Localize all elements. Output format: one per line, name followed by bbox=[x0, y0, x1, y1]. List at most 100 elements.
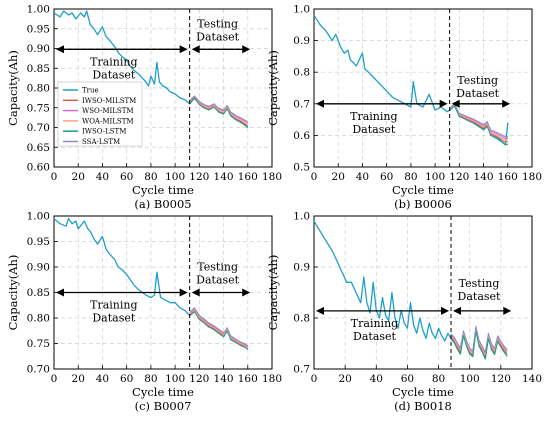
testing-arrow-head-left bbox=[453, 306, 462, 315]
testing-label-line1: Testing bbox=[457, 74, 498, 87]
y-tick-label: 0.7 bbox=[293, 364, 310, 376]
x-tick-label: 180 bbox=[522, 171, 542, 183]
series-line-woa-milstm bbox=[189, 309, 249, 349]
chart-panel-3: 0 20 40 60 80 100 120 140 160 180 0.70 0.75 0.80 0.85… bbox=[6, 211, 282, 414]
testing-arrow-head-left bbox=[191, 45, 200, 54]
x-tick-label: 100 bbox=[460, 373, 480, 385]
x-tick-label: 80 bbox=[144, 373, 157, 385]
chart-panel-2: 0 20 40 60 80 100 120 140 160 180 0.5 0.6 0.7 0.8 0.9 1… bbox=[266, 4, 542, 212]
x-tick-label: 160 bbox=[498, 171, 518, 183]
y-tick-label: 1.00 bbox=[27, 4, 50, 16]
series-line-wso-milstm bbox=[449, 103, 508, 140]
testing-arrow-head-right bbox=[503, 306, 512, 315]
plot-frame bbox=[313, 215, 533, 370]
training-label-line2: Dataset bbox=[352, 123, 396, 136]
y-tick-label: 0.6 bbox=[293, 130, 310, 142]
x-tick-label: 160 bbox=[238, 373, 258, 385]
training-arrow-head-left bbox=[56, 45, 64, 54]
panel-caption: (b) B0006 bbox=[394, 197, 452, 211]
training-label-line1: Training bbox=[351, 317, 398, 330]
testing-label-line1: Testing bbox=[197, 17, 238, 30]
training-arrow-head-right bbox=[441, 306, 450, 315]
series-line-woa-milstm bbox=[449, 104, 508, 141]
x-tick-label: 80 bbox=[432, 373, 445, 385]
y-tick-label: 0.60 bbox=[27, 162, 50, 174]
y-tick-label: 0.75 bbox=[27, 338, 50, 350]
training-arrow-head-right bbox=[439, 99, 448, 108]
x-tick-label: 0 bbox=[51, 171, 58, 183]
x-tick-label: 80 bbox=[404, 171, 417, 183]
y-tick-label: 1.0 bbox=[293, 211, 310, 223]
legend-label: WSO-MILSTM bbox=[82, 107, 134, 115]
testing-arrow-head-right bbox=[242, 45, 251, 54]
x-axis-label: Cycle time bbox=[392, 183, 454, 197]
training-label-line2: Dataset bbox=[92, 312, 136, 325]
y-tick-label: 0.95 bbox=[27, 236, 50, 248]
series-line-iwso-lstm bbox=[449, 105, 508, 146]
x-tick-label: 40 bbox=[96, 171, 109, 183]
x-tick-label: 40 bbox=[96, 373, 109, 385]
x-tick-label: 20 bbox=[332, 171, 345, 183]
x-tick-label: 60 bbox=[380, 171, 393, 183]
x-tick-label: 0 bbox=[51, 373, 58, 385]
x-tick-label: 20 bbox=[338, 373, 351, 385]
training-label-line1: Training bbox=[90, 55, 137, 68]
y-tick-label: 0.90 bbox=[27, 43, 50, 55]
x-tick-label: 20 bbox=[72, 373, 85, 385]
chart-panel-4: 0 20 40 60 80 100 120 140 0.7 0.8 0.9 1.0 Cycle time… bbox=[266, 211, 542, 414]
legend-label: WOA-MILSTM bbox=[82, 117, 134, 125]
x-tick-label: 20 bbox=[72, 171, 85, 183]
x-axis-label: Cycle time bbox=[392, 385, 454, 399]
y-tick-label: 0.8 bbox=[293, 67, 310, 79]
x-tick-label: 120 bbox=[189, 171, 209, 183]
testing-arrow-head-right bbox=[502, 99, 511, 108]
testing-label-line2: Dataset bbox=[196, 274, 240, 287]
y-tick-label: 0.70 bbox=[27, 122, 50, 134]
training-label-line1: Training bbox=[90, 299, 137, 312]
testing-label-line1: Testing bbox=[459, 277, 500, 290]
x-tick-label: 120 bbox=[189, 373, 209, 385]
series-line-iwso-lstm bbox=[450, 330, 508, 360]
y-tick-label: 0.5 bbox=[293, 162, 310, 174]
x-tick-label: 60 bbox=[401, 373, 414, 385]
y-axis-label: Capacity(Ah) bbox=[266, 50, 280, 126]
x-tick-label: 140 bbox=[214, 171, 234, 183]
y-tick-label: 0.75 bbox=[27, 102, 50, 114]
x-axis-label: Cycle time bbox=[132, 183, 194, 197]
y-tick-label: 0.95 bbox=[27, 23, 50, 35]
legend-label: IWSO-LSTM bbox=[82, 128, 126, 136]
series-line-wso-milstm bbox=[189, 96, 249, 124]
training-label-line1: Training bbox=[350, 110, 397, 123]
y-tick-label: 0.9 bbox=[293, 35, 310, 47]
legend: True IWSO-MILSTM WSO-MILSTM WOA-MILSTM IWSO-… bbox=[57, 81, 143, 147]
y-axis-label: Capacity(Ah) bbox=[6, 50, 20, 126]
panel-caption: (d) B0018 bbox=[394, 399, 452, 413]
y-tick-label: 0.9 bbox=[293, 262, 310, 274]
x-axis-label: Cycle time bbox=[132, 385, 194, 399]
testing-label-line1: Testing bbox=[197, 261, 238, 274]
y-tick-label: 0.85 bbox=[27, 63, 50, 75]
legend-label: IWSO-MILSTM bbox=[82, 97, 136, 105]
series-line-ssa-lstm bbox=[189, 95, 249, 123]
plot-frame bbox=[313, 8, 533, 168]
testing-arrow-head-left bbox=[451, 99, 460, 108]
legend-box bbox=[57, 81, 143, 147]
x-tick-label: 100 bbox=[425, 171, 445, 183]
series-line-iwso-milstm bbox=[189, 310, 249, 349]
training-arrow-head-right bbox=[179, 45, 188, 54]
x-tick-label: 160 bbox=[238, 171, 258, 183]
x-tick-label: 80 bbox=[144, 171, 157, 183]
testing-label-line2: Dataset bbox=[196, 30, 240, 43]
series-line-iwso-milstm bbox=[449, 104, 508, 143]
legend-label: SSA-LSTM bbox=[82, 138, 120, 146]
x-tick-label: 60 bbox=[120, 373, 133, 385]
series-line-ssa-lstm bbox=[449, 103, 508, 138]
series-line-woa-milstm bbox=[450, 328, 508, 356]
x-tick-label: 120 bbox=[449, 171, 469, 183]
x-tick-label: 180 bbox=[262, 373, 282, 385]
panel-caption: (c) B0007 bbox=[135, 399, 192, 413]
x-tick-label: 140 bbox=[474, 171, 494, 183]
y-tick-label: 0.65 bbox=[27, 142, 50, 154]
y-tick-label: 1.0 bbox=[293, 4, 310, 16]
testing-label-line2: Dataset bbox=[456, 87, 500, 100]
